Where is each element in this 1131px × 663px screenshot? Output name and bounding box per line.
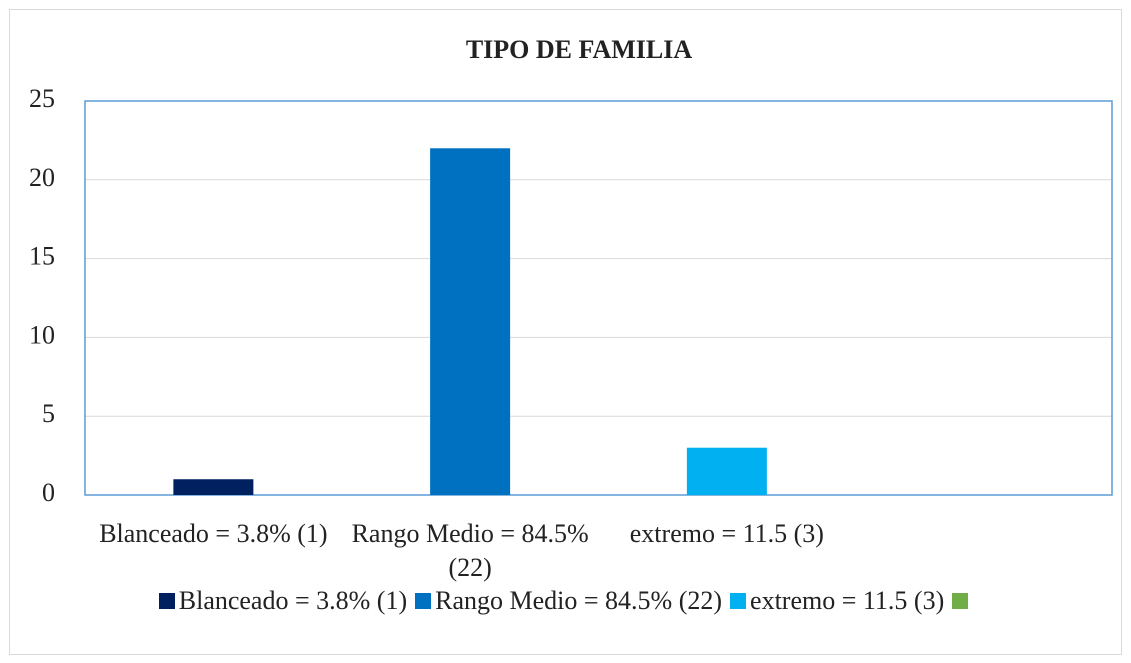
- bar: [173, 479, 254, 495]
- legend: Blanceado = 3.8% (1) Rango Medio = 84.5% …: [0, 586, 1131, 616]
- y-tick-label: 5: [42, 399, 55, 428]
- legend-swatch: [730, 593, 747, 609]
- legend-item: [952, 593, 972, 609]
- y-tick-label: 0: [42, 478, 55, 507]
- y-tick-label: 10: [29, 320, 55, 349]
- y-tick-label: 20: [29, 163, 55, 192]
- legend-swatch: [158, 593, 175, 609]
- bar: [686, 447, 767, 495]
- legend-swatch: [952, 593, 969, 609]
- y-tick-label: 25: [29, 84, 55, 113]
- bar: [430, 148, 511, 495]
- legend-item: Rango Medio = 84.5% (22): [415, 586, 722, 616]
- x-tick-label: extremo = 11.5 (3): [629, 519, 824, 548]
- y-tick-label: 15: [29, 242, 55, 271]
- legend-label: Blanceado = 3.8% (1): [178, 586, 408, 615]
- x-tick-label: Rango Medio = 84.5% (22): [351, 519, 589, 582]
- x-tick-label: Blanceado = 3.8% (1): [99, 519, 328, 548]
- chart-border: [9, 9, 1122, 655]
- legend-swatch: [415, 593, 432, 609]
- legend-item: extremo = 11.5 (3): [730, 586, 944, 616]
- legend-item: Blanceado = 3.8% (1): [158, 586, 408, 616]
- legend-label: Rango Medio = 84.5% (22): [435, 586, 723, 615]
- legend-label: extremo = 11.5 (3): [750, 586, 945, 615]
- plot-border: [84, 100, 1113, 496]
- chart-title: TIPO DE FAMILIA: [466, 35, 693, 64]
